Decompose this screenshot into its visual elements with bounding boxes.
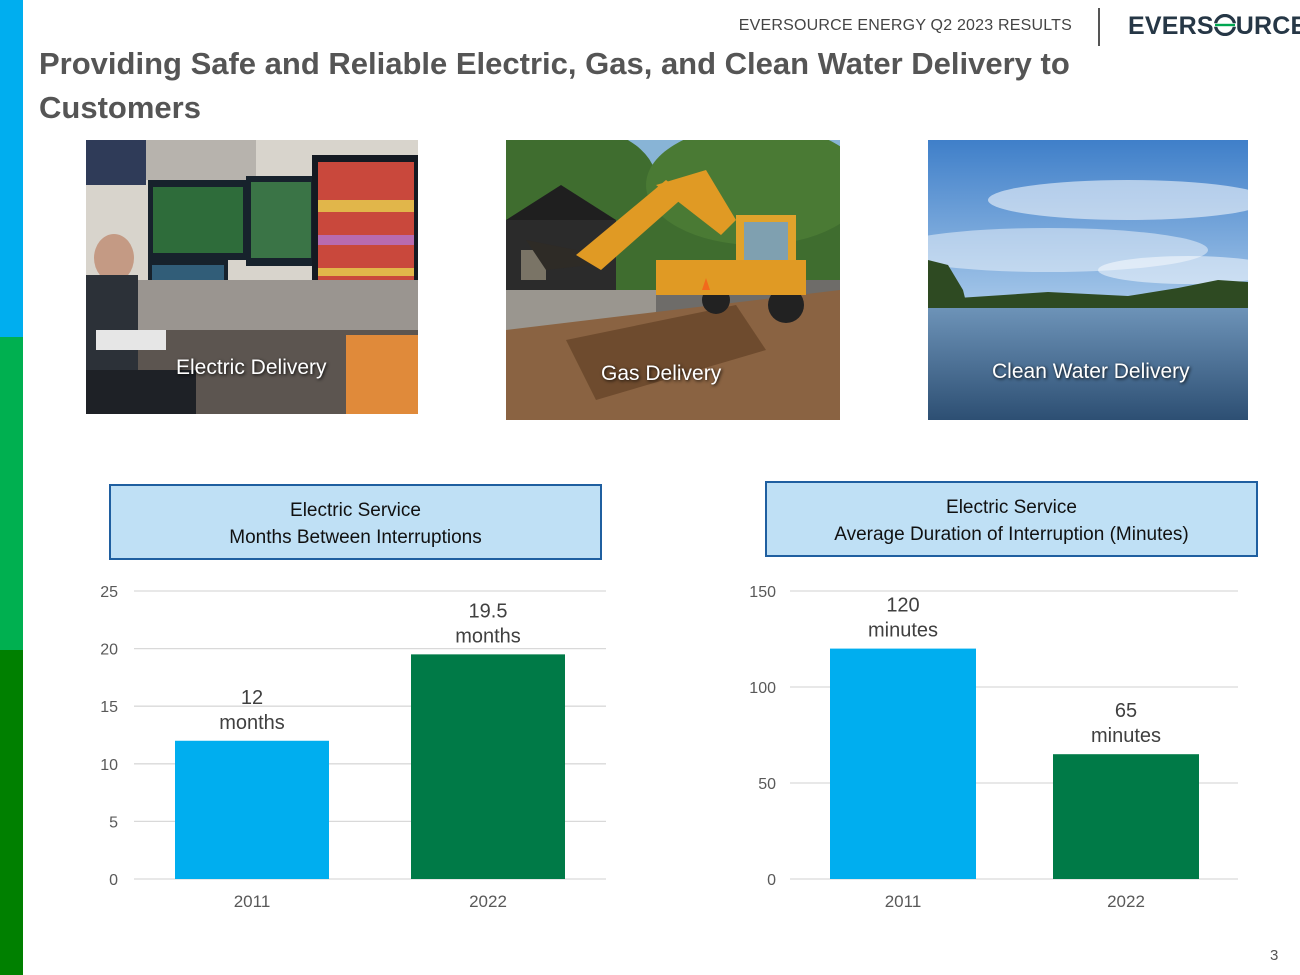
gas-delivery-label: Gas Delivery	[601, 362, 722, 385]
chart2-bar-2022	[1053, 754, 1199, 879]
chart2-title-line2: Average Duration of Interruption (Minute…	[834, 524, 1189, 545]
chart1-unit-label: months	[455, 625, 521, 647]
chart2-y-tick-label: 50	[758, 776, 776, 793]
chart1-x-tick-label: 2011	[234, 892, 271, 911]
chart1-unit-label: months	[219, 712, 285, 734]
chart2-value-label: 120	[886, 595, 919, 617]
clean-water-delivery-photo: Clean Water Delivery	[928, 140, 1248, 420]
chart2-bar-2011	[830, 648, 976, 879]
chart2-title-line1: Electric Service	[946, 497, 1077, 518]
chart1-bar-2011	[175, 740, 329, 879]
chart1-x-tick-label: 2022	[469, 892, 507, 911]
chart2-unit-label: minutes	[868, 620, 938, 642]
clean-water-delivery-label: Clean Water Delivery	[992, 360, 1190, 383]
logo-text-before: EVERS	[1128, 12, 1214, 40]
accent-bar-blue	[0, 0, 23, 337]
chart1-title-line2: Months Between Interruptions	[229, 527, 482, 548]
chart2-y-tick-label: 0	[767, 872, 776, 889]
chart2-x-tick-label: 2022	[1107, 892, 1145, 911]
accent-bar-dark-green	[0, 650, 23, 975]
page-title: Providing Safe and Reliable Electric, Ga…	[39, 46, 1070, 125]
accent-bar-green	[0, 337, 23, 650]
chart2-unit-label: minutes	[1091, 725, 1161, 747]
chart1-y-tick-label: 0	[109, 872, 118, 889]
report-title: EVERSOURCE ENERGY Q2 2023 RESULTS	[738, 17, 1072, 34]
chart2-y-tick-label: 150	[749, 584, 776, 601]
chart1-value-label: 19.5	[469, 600, 508, 622]
electric-delivery-label: Electric Delivery	[176, 356, 327, 379]
eversource-logo: EVERS URCE	[1128, 12, 1300, 41]
chart2-title-box: Electric Service Average Duration of Int…	[765, 481, 1258, 557]
chart1-y-tick-label: 15	[100, 699, 118, 716]
chart2-x-tick-label: 2011	[885, 892, 922, 911]
chart1-title-line1: Electric Service	[290, 500, 421, 521]
chart1-y-tick-label: 20	[100, 642, 118, 659]
gas-delivery-photo: Gas Delivery	[506, 140, 840, 420]
chart1-title-box: Electric Service Months Between Interrup…	[109, 484, 602, 560]
chart2-value-label: 65	[1115, 700, 1137, 722]
chart1-bar-2022	[411, 654, 565, 879]
page-number: 3	[1270, 947, 1279, 964]
chart1-y-tick-label: 5	[109, 814, 118, 831]
logo-text-after: URCE	[1235, 12, 1300, 40]
logo-o-icon	[1213, 13, 1236, 37]
chart1-value-label: 12	[241, 687, 263, 709]
chart2-y-tick-label: 100	[749, 680, 776, 697]
header-divider	[1098, 8, 1100, 46]
chart1-y-tick-label: 10	[100, 757, 118, 774]
electric-delivery-photo: Electric Delivery	[86, 140, 418, 414]
chart1-y-tick-label: 25	[100, 584, 118, 601]
